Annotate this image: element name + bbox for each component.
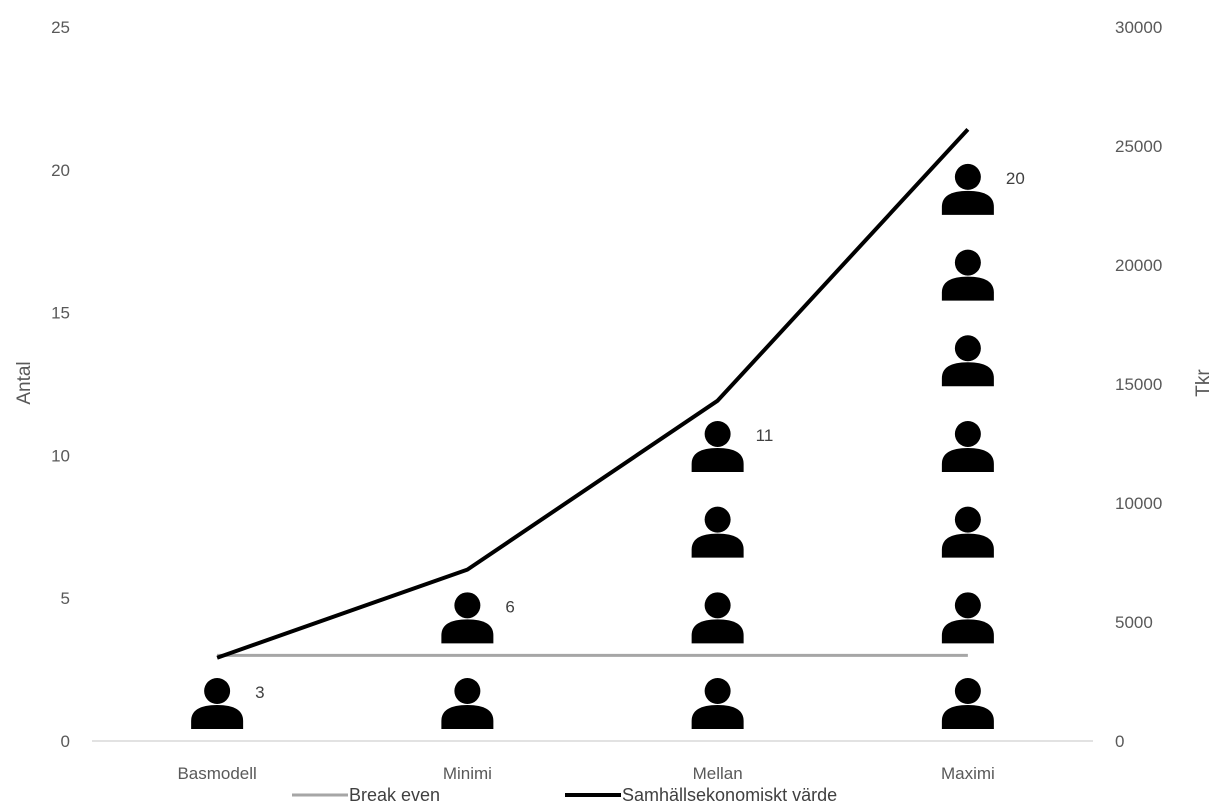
person-icon	[691, 678, 744, 729]
person-body	[941, 362, 994, 387]
y-axis-title-right: Tkr	[1193, 369, 1211, 397]
person-icon	[441, 678, 494, 729]
person-icon	[691, 420, 744, 472]
y-axis-title-left: Antal	[14, 361, 35, 404]
person-icon	[191, 678, 244, 729]
person-body	[941, 447, 994, 472]
person-icon	[941, 335, 994, 387]
person-icon	[941, 506, 994, 558]
person-body	[941, 705, 994, 729]
data-label: 20	[1006, 169, 1025, 188]
data-label: 6	[505, 597, 514, 616]
person-head	[704, 592, 731, 619]
person-head	[954, 592, 981, 619]
y-tick-label-left: 0	[61, 732, 70, 751]
person-head	[704, 678, 731, 704]
person-body	[691, 705, 744, 729]
person-head	[954, 678, 981, 704]
x-tick-label: Basmodell	[177, 764, 256, 783]
pictograph-bar	[191, 678, 244, 729]
person-icon	[441, 592, 494, 644]
left-axis-ticks: 0 5 10 15 20 25	[51, 18, 70, 751]
person-head	[954, 335, 981, 362]
x-tick-label: Minimi	[443, 764, 492, 783]
person-head	[204, 678, 231, 704]
x-axis-ticks: Basmodell Minimi Mellan Maximi	[177, 764, 994, 783]
person-body	[691, 533, 744, 558]
person-body	[941, 619, 994, 644]
legend-item: Samhällsekonomiskt värde	[565, 785, 837, 803]
legend-label: Samhällsekonomiskt värde	[622, 785, 837, 803]
person-head	[954, 506, 981, 533]
y-tick-label-left: 15	[51, 304, 70, 323]
y-tick-label-right: 30000	[1115, 18, 1162, 37]
y-tick-label-right: 10000	[1115, 494, 1162, 513]
person-body	[941, 533, 994, 558]
person-body	[191, 705, 244, 729]
person-head	[454, 592, 481, 619]
pictograph-layer	[191, 163, 994, 729]
legend-label: Break even	[349, 785, 440, 803]
person-head	[954, 249, 981, 276]
y-tick-label-left: 10	[51, 446, 70, 465]
y-tick-label-left: 5	[61, 589, 70, 608]
person-icon	[941, 592, 994, 644]
y-tick-label-left: 20	[51, 161, 70, 180]
person-head	[704, 420, 731, 447]
person-icon	[941, 163, 994, 215]
person-icon	[941, 249, 994, 301]
person-body	[941, 276, 994, 301]
person-icon	[941, 420, 994, 472]
y-tick-label-right: 0	[1115, 732, 1124, 751]
pictograph-bar	[441, 592, 494, 729]
data-label: 11	[756, 426, 774, 445]
data-label: 3	[255, 683, 264, 702]
person-head	[704, 506, 731, 533]
y-tick-label-right: 25000	[1115, 137, 1162, 156]
x-tick-label: Mellan	[693, 764, 743, 783]
y-tick-label-right: 15000	[1115, 375, 1162, 394]
y-tick-label-right: 5000	[1115, 613, 1153, 632]
person-body	[691, 447, 744, 472]
person-body	[441, 705, 494, 729]
line-series-layer	[216, 127, 970, 660]
person-body	[691, 619, 744, 644]
person-body	[941, 190, 994, 215]
legend: Break even Samhällsekonomiskt värde	[292, 785, 837, 803]
person-head	[454, 678, 481, 704]
pictograph-bar	[941, 163, 994, 729]
x-tick-label: Maximi	[941, 764, 995, 783]
person-icon	[691, 592, 744, 644]
person-body	[441, 619, 494, 644]
data-labels: 3 6 11 20	[255, 169, 1025, 702]
person-head	[954, 420, 981, 447]
y-tick-label-left: 25	[51, 18, 70, 37]
right-axis-ticks: 0 5000 10000 15000 20000 25000 30000	[1115, 18, 1162, 751]
person-icon	[941, 678, 994, 729]
line-series-samhallsekonomiskt-varde	[216, 127, 970, 660]
legend-item: Break even	[292, 785, 440, 803]
person-icon	[691, 506, 744, 558]
person-head	[954, 163, 981, 190]
y-tick-label-right: 20000	[1115, 256, 1162, 275]
pictograph-bar	[691, 420, 744, 729]
